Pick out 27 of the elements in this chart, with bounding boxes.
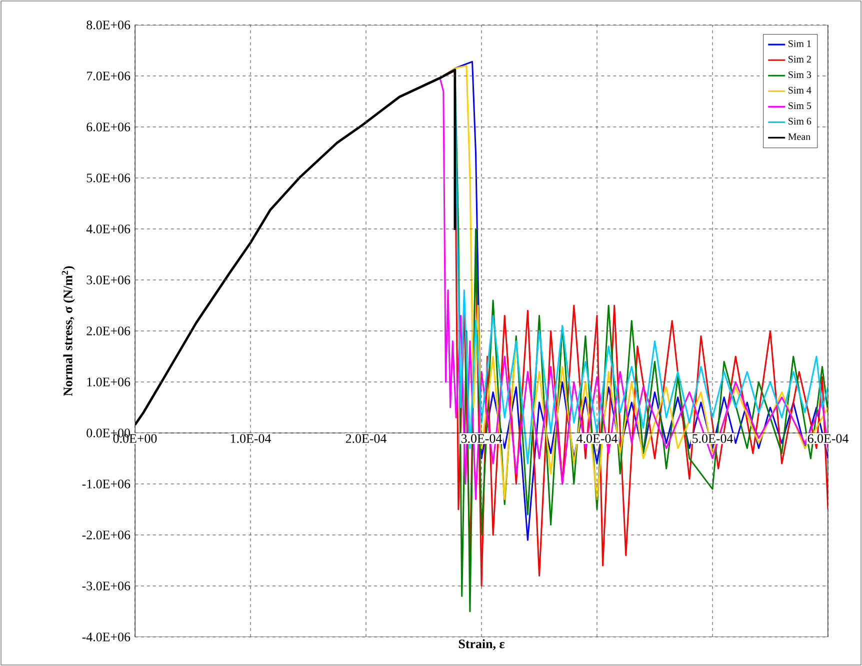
legend-label: Sim 6 [788, 118, 812, 125]
y-tick-label: -2.0E+06 [82, 530, 130, 540]
y-tick-label: 8.0E+06 [86, 20, 130, 30]
legend-label: Sim 5 [788, 102, 812, 110]
legend-label: Mean [788, 133, 810, 140]
x-tick-label: 4.0E-04 [576, 434, 618, 443]
x-tick-label: 5.0E-04 [692, 434, 733, 443]
legend-label: Sim 3 [788, 71, 812, 78]
y-tick-label: 7.0E+06 [86, 72, 130, 80]
y-tick-label: 1.0E+06 [87, 378, 130, 386]
legend-label: Sim 2 [788, 56, 811, 63]
y-tick-label: 5.0E+06 [86, 174, 130, 182]
y-axis-title: Normal stress, σ (N/m$^{2}$) [62, 266, 75, 396]
y-tick-label: -4.0E+06 [82, 632, 130, 642]
y-tick-label: 3.0E+06 [86, 276, 130, 284]
y-tick-label: 2.0E+06 [86, 326, 130, 336]
y-tick-label: -3.0E+06 [82, 582, 130, 590]
x-tick-label: 6.0E-04 [808, 434, 848, 443]
y-tick-label: 6.0E+06 [86, 122, 130, 132]
legend-label: Sim 4 [788, 86, 812, 94]
x-tick-label: 3.0E-04 [461, 434, 502, 443]
y-tick-label: -1.0E+06 [82, 480, 130, 488]
x-tick-label: 1.0E-04 [230, 434, 271, 443]
x-tick-label: 2.0E-04 [346, 434, 386, 443]
legend-label: Sim 1 [788, 40, 811, 48]
x-axis-title: Strain, ε [458, 639, 505, 650]
y-tick-label: 4.0E+06 [86, 224, 130, 234]
